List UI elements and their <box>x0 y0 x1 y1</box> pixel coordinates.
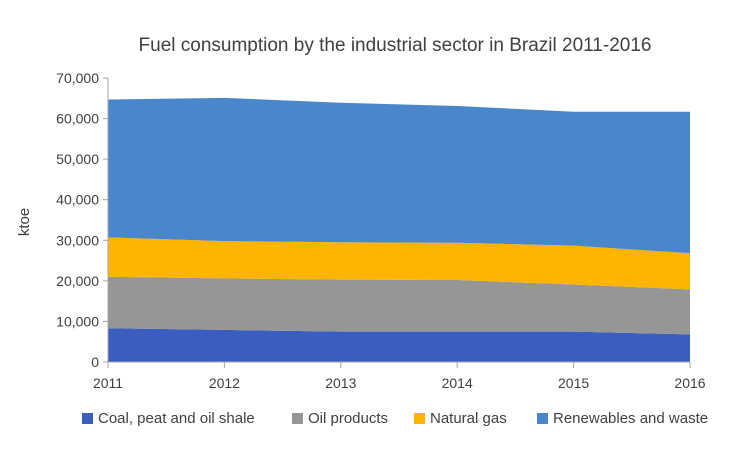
area-series-3 <box>108 97 690 254</box>
legend-label-2: Natural gas <box>430 410 507 427</box>
x-tick-label: 2011 <box>93 375 123 391</box>
area-series-2 <box>108 237 690 290</box>
y-tick-label: 40,000 <box>56 192 99 208</box>
x-tick-label: 2015 <box>558 375 589 391</box>
y-tick-label: 70,000 <box>56 70 99 86</box>
y-tick-label: 30,000 <box>56 232 99 248</box>
y-tick-label: 60,000 <box>56 111 99 127</box>
area-series-1 <box>108 276 690 335</box>
legend: Coal, peat and oil shale Oil products Natu… <box>82 410 708 427</box>
legend-swatch-3 <box>537 413 548 424</box>
y-tick-label: 50,000 <box>56 151 99 167</box>
legend-swatch-0 <box>82 413 93 424</box>
legend-swatch-1 <box>292 413 303 424</box>
y-tick-label: 10,000 <box>56 313 99 329</box>
x-tick-label: 2016 <box>674 375 705 391</box>
area-series-0 <box>108 328 690 362</box>
legend-label-0: Coal, peat and oil shale <box>98 410 255 427</box>
y-axis-label: ktoe <box>16 208 33 236</box>
legend-label-3: Renewables and waste <box>553 410 708 427</box>
x-tick-label: 2012 <box>209 375 240 391</box>
chart-title: Fuel consumption by the industrial secto… <box>139 35 652 56</box>
legend-swatch-2 <box>414 413 425 424</box>
y-tick-label: 20,000 <box>56 273 99 289</box>
y-tick-label: 0 <box>91 354 99 370</box>
area-layers <box>108 97 690 362</box>
x-tick-label: 2013 <box>325 375 356 391</box>
legend-label-1: Oil products <box>308 410 388 427</box>
x-tick-label: 2014 <box>442 375 473 391</box>
axes: 0 10,000 20,000 30,000 40,000 50,000 60,000 70,… <box>56 70 706 391</box>
